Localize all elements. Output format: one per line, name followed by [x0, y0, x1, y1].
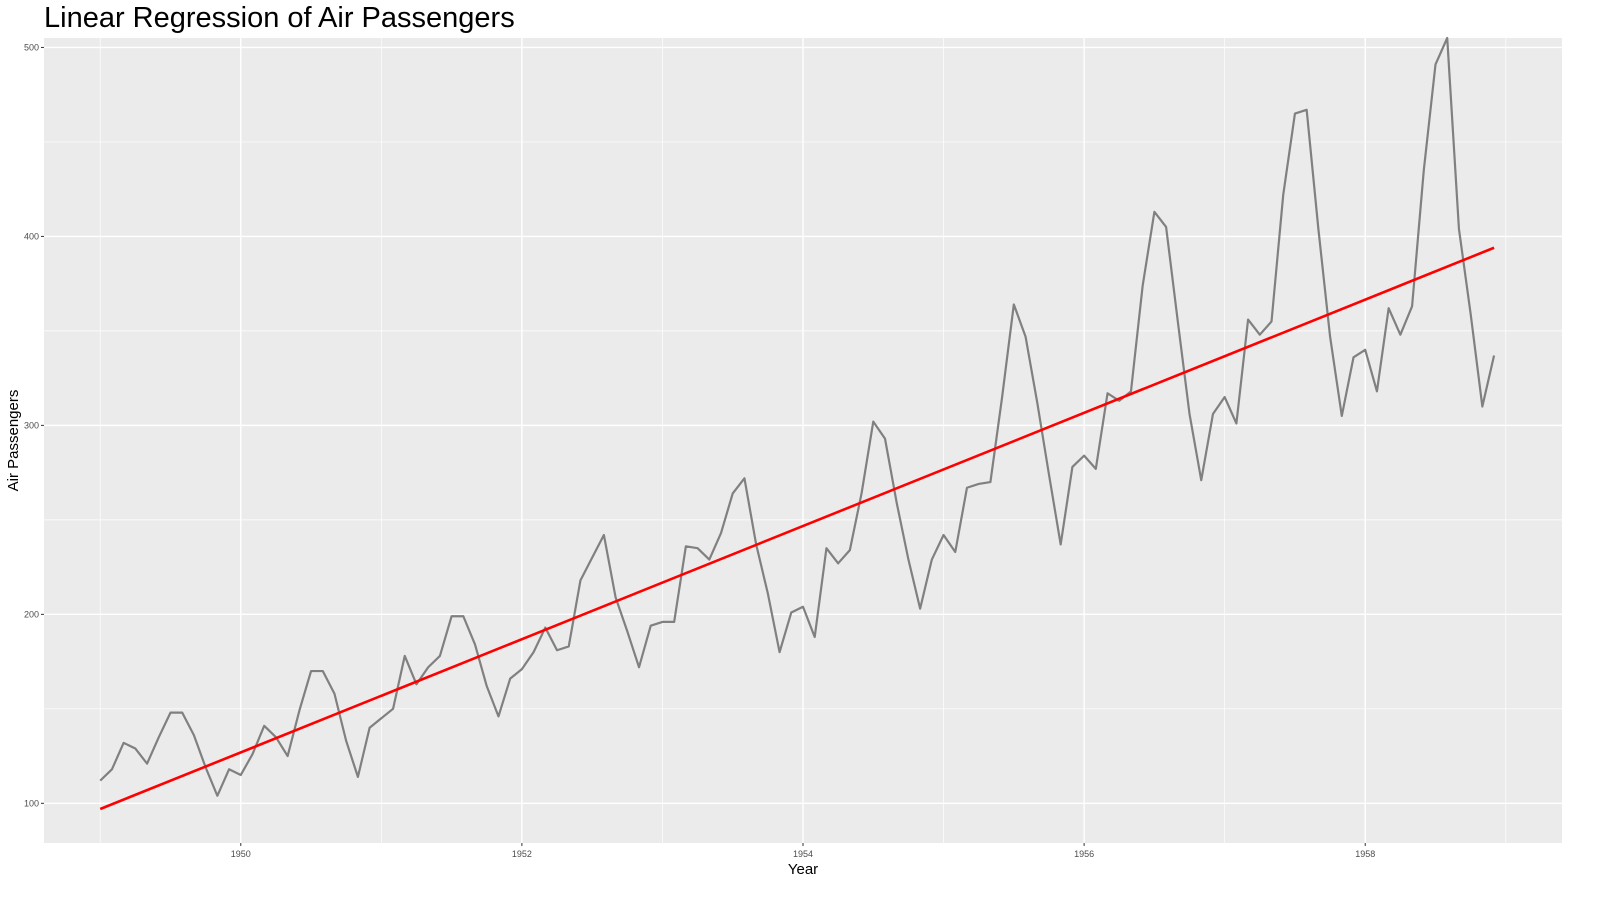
y-tick-label: 500 — [24, 42, 39, 52]
series-layer — [99, 36, 1496, 811]
x-tick-label: 1958 — [1355, 849, 1375, 859]
major-gridlines — [44, 38, 1562, 843]
y-tick-label: 400 — [24, 231, 39, 241]
x-tick-label: 1952 — [512, 849, 532, 859]
passengers-line — [99, 36, 1496, 797]
y-tick-label: 100 — [24, 798, 39, 808]
axis-ticks: 1950 1952 1954 1956 1958 100 200 300 400 500 — [24, 42, 1375, 859]
x-tick-label: 1956 — [1074, 849, 1094, 859]
x-axis-title: Year — [788, 861, 818, 878]
y-axis-title: Air Passengers — [5, 390, 22, 492]
x-tick-label: 1950 — [231, 849, 251, 859]
chart-title: Linear Regression of Air Passengers — [44, 2, 515, 34]
x-tick-label: 1954 — [793, 849, 813, 859]
y-tick-label: 300 — [24, 420, 39, 430]
y-tick-label: 200 — [24, 609, 39, 619]
regression-line — [99, 246, 1495, 811]
